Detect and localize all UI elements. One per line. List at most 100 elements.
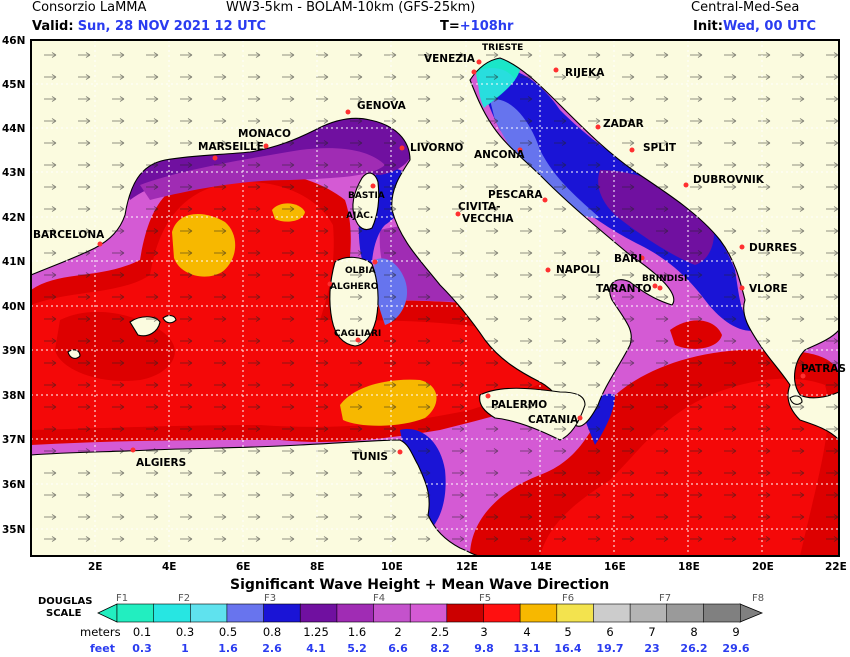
city-brindisi: BRINDISI	[642, 274, 687, 284]
force-label: F5	[479, 593, 491, 604]
lat-tick: 43N	[2, 167, 25, 179]
meter-value: 1.25	[303, 625, 329, 639]
city-marseille: MARSEILLE	[198, 141, 264, 153]
force-label: F7	[659, 593, 671, 604]
meter-value: 8	[690, 625, 697, 639]
meter-value: 6	[606, 625, 613, 639]
meter-values: 0.1 0.3 0.5 0.8 1.25 1.6 2 2.5 3 4 5 6 7 8 9	[133, 625, 740, 639]
city-civitavecchia-2: VECCHIA	[462, 213, 514, 225]
graticule	[31, 40, 839, 556]
lon-tick: 8E	[310, 561, 324, 573]
scale-color-segment	[299, 603, 338, 623]
city-genova: GENOVA	[357, 100, 407, 112]
lon-tick: 6E	[236, 561, 250, 573]
force-label: F6	[562, 593, 574, 604]
meter-value: 2.5	[431, 625, 449, 639]
meter-value: 9	[732, 625, 739, 639]
valid-line: Valid: Sun, 28 NOV 2021 12 UTC	[32, 19, 266, 35]
lat-tick: 36N	[2, 479, 25, 491]
lat-tick: 37N	[2, 434, 25, 446]
city-ancona: ANCONA	[474, 149, 525, 161]
lon-tick: 12E	[456, 561, 478, 573]
city-tunis: TUNIS	[352, 451, 388, 463]
city-trieste: TRIESTE	[482, 43, 523, 53]
feet-value: 4.1	[306, 642, 326, 655]
lon-tick: 10E	[381, 561, 403, 573]
force-label: F1	[116, 593, 128, 604]
city-bari: BARI	[614, 253, 642, 265]
scale-bar	[97, 603, 764, 623]
city-algiers: ALGIERS	[136, 457, 186, 469]
org-name: Consorzio LaMMA	[32, 0, 147, 15]
scale-color-segment	[556, 603, 595, 623]
scale-color-segment	[373, 603, 411, 623]
scale-arrow-right	[739, 603, 764, 623]
meter-value: 3	[480, 625, 487, 639]
meters-label: meters	[80, 625, 121, 639]
city-catania: CATANIA	[528, 414, 579, 426]
city-livorno: LIVORNO	[410, 142, 463, 154]
forecast-step: T=+108hr	[440, 19, 513, 35]
lon-tick: 16E	[604, 561, 626, 573]
city-monaco: MONACO	[238, 128, 291, 140]
meter-value: 0.3	[176, 625, 194, 639]
feet-value: 6.6	[388, 642, 408, 655]
map-frame	[30, 39, 840, 557]
meter-value: 1.6	[348, 625, 366, 639]
lat-tick: 46N	[2, 35, 25, 47]
init-label: Init:	[693, 19, 723, 34]
scale-arrow-left	[97, 603, 118, 623]
lat-tick: 38N	[2, 390, 25, 402]
feet-value: 19.7	[596, 642, 623, 655]
city-split: SPLIT	[643, 142, 677, 154]
feet-value: 5.2	[347, 642, 367, 655]
force-label: F4	[373, 593, 385, 604]
force-label: F3	[264, 593, 276, 604]
city-durres: DURRES	[749, 242, 797, 254]
lon-tick: 14E	[530, 561, 552, 573]
scale-color-segment	[263, 603, 302, 623]
scale-forces: F1 F2 F3 F4 F5 F6 F7 F8	[116, 593, 764, 604]
scale-color-segment	[409, 603, 448, 623]
meter-value: 4	[523, 625, 530, 639]
t-label: T=	[440, 19, 460, 34]
lon-tick: 20E	[752, 561, 774, 573]
city-dubrovnik: DUBROVNIK	[693, 174, 765, 186]
meter-value: 0.1	[133, 625, 151, 639]
feet-value: 0.3	[132, 642, 152, 655]
area-name: Central-Med-Sea	[691, 0, 800, 15]
scale-color-segment	[190, 603, 228, 623]
city-olbia: OLBIA	[345, 266, 376, 276]
feet-value: 9.8	[474, 642, 494, 655]
city-vlore: VLORE	[749, 283, 788, 295]
city-bastia: BASTIA	[348, 191, 385, 201]
city-cagliari: CAGLIARI	[334, 329, 381, 339]
scale-color-segment	[153, 603, 192, 623]
scale-color-segment	[593, 603, 631, 623]
meter-value: 2	[394, 625, 401, 639]
scale-color-segment	[629, 603, 668, 623]
lat-tick: 35N	[2, 524, 25, 536]
city-patras: PATRAS	[801, 363, 846, 375]
lat-tick: 42N	[2, 212, 25, 224]
init-line: Init:Wed, 00 UTC	[693, 19, 816, 35]
city-palermo: PALERMO	[491, 399, 547, 411]
city-alghero: ALGHERO	[330, 282, 379, 292]
lon-tick: 22E	[825, 561, 847, 573]
feet-value: 1.6	[218, 642, 238, 655]
scale-name-1: DOUGLAS	[38, 596, 92, 607]
lon-axis: 2E 4E 6E 8E 10E 12E 14E 16E 18E 20E 22E	[88, 561, 847, 573]
lon-tick: 2E	[88, 561, 102, 573]
lat-tick: 41N	[2, 256, 25, 268]
city-ajaccio: AJAC.	[346, 211, 373, 221]
feet-value: 16.4	[554, 642, 581, 655]
scale-color-segment	[336, 603, 375, 623]
city-barcelona: BARCELONA	[33, 229, 105, 241]
scale-color-segment	[226, 603, 265, 623]
model-name: WW3-5km - BOLAM-10km (GFS-25km)	[226, 0, 476, 15]
force-label: F2	[178, 593, 190, 604]
feet-values: 0.3 1 1.6 2.6 4.1 5.2 6.6 8.2 9.8 13.1 16.4 19.7 23 2…	[132, 642, 750, 655]
lat-tick: 40N	[2, 301, 25, 313]
scale-color-segment	[446, 603, 485, 623]
